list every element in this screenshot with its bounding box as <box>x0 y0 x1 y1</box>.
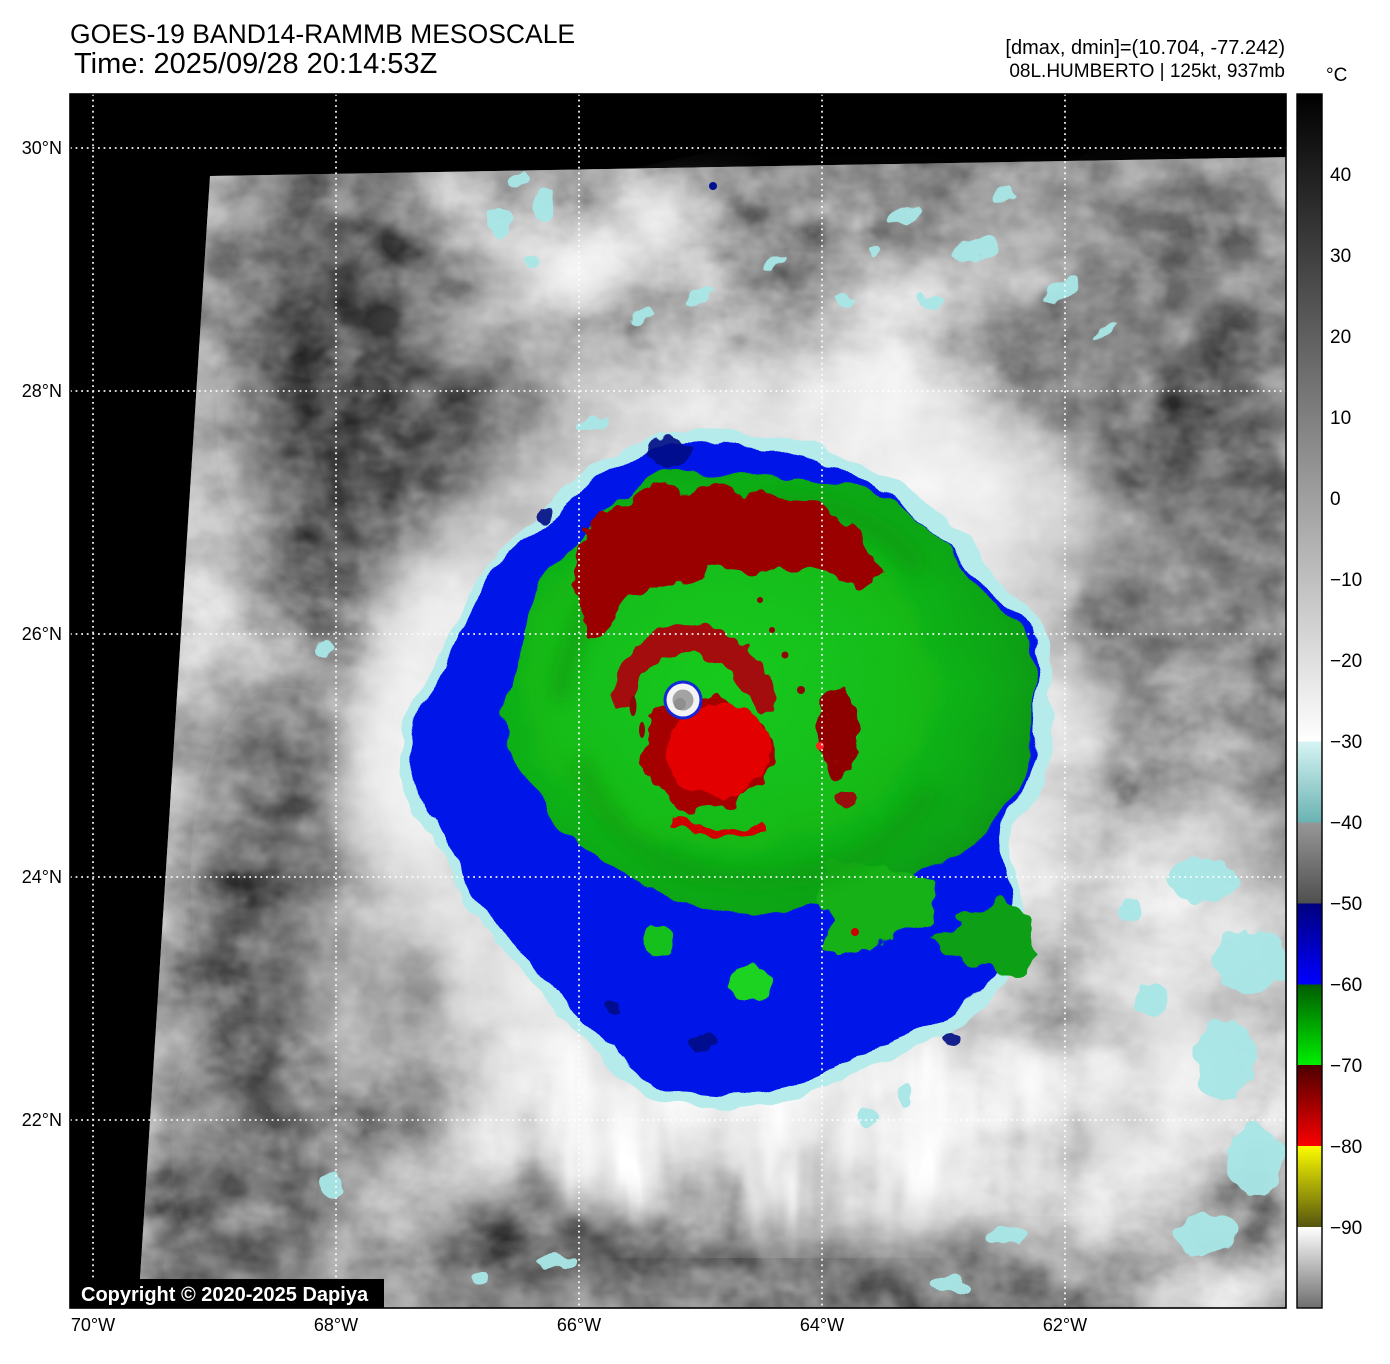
svg-text:66°W: 66°W <box>557 1315 601 1335</box>
svg-text:−60: −60 <box>1330 975 1362 996</box>
svg-text:−90: −90 <box>1330 1218 1362 1239</box>
svg-text:−10: −10 <box>1330 570 1362 591</box>
svg-text:Time: 2025/09/28 20:14:53Z: Time: 2025/09/28 20:14:53Z <box>74 48 437 80</box>
svg-text:−80: −80 <box>1330 1137 1362 1158</box>
svg-text:−50: −50 <box>1330 894 1362 915</box>
svg-text:64°W: 64°W <box>800 1315 844 1335</box>
svg-text:62°W: 62°W <box>1043 1315 1087 1335</box>
svg-text:−70: −70 <box>1330 1056 1362 1077</box>
svg-text:−40: −40 <box>1330 813 1362 834</box>
svg-text:20: 20 <box>1330 327 1351 348</box>
svg-text:68°W: 68°W <box>314 1315 358 1335</box>
svg-text:28°N: 28°N <box>22 381 62 401</box>
svg-text:[dmax, dmin]=(10.704, -77.242): [dmax, dmin]=(10.704, -77.242) <box>1005 37 1285 59</box>
svg-text:30: 30 <box>1330 246 1351 267</box>
svg-text:°C: °C <box>1326 65 1347 86</box>
svg-text:−30: −30 <box>1330 732 1362 753</box>
svg-text:08L.HUMBERTO | 125kt, 937mb: 08L.HUMBERTO | 125kt, 937mb <box>1009 61 1285 82</box>
svg-text:−20: −20 <box>1330 651 1362 672</box>
svg-text:24°N: 24°N <box>22 867 62 887</box>
svg-text:Copyright © 2020-2025 Dapiya: Copyright © 2020-2025 Dapiya <box>81 1284 369 1306</box>
svg-text:26°N: 26°N <box>22 624 62 644</box>
svg-text:70°W: 70°W <box>71 1315 115 1335</box>
svg-text:22°N: 22°N <box>22 1110 62 1130</box>
svg-text:0: 0 <box>1330 489 1341 510</box>
svg-text:30°N: 30°N <box>22 138 62 158</box>
svg-text:10: 10 <box>1330 408 1351 429</box>
svg-text:GOES-19 BAND14-RAMMB MESOSCALE: GOES-19 BAND14-RAMMB MESOSCALE <box>70 19 575 49</box>
svg-text:40: 40 <box>1330 165 1351 186</box>
